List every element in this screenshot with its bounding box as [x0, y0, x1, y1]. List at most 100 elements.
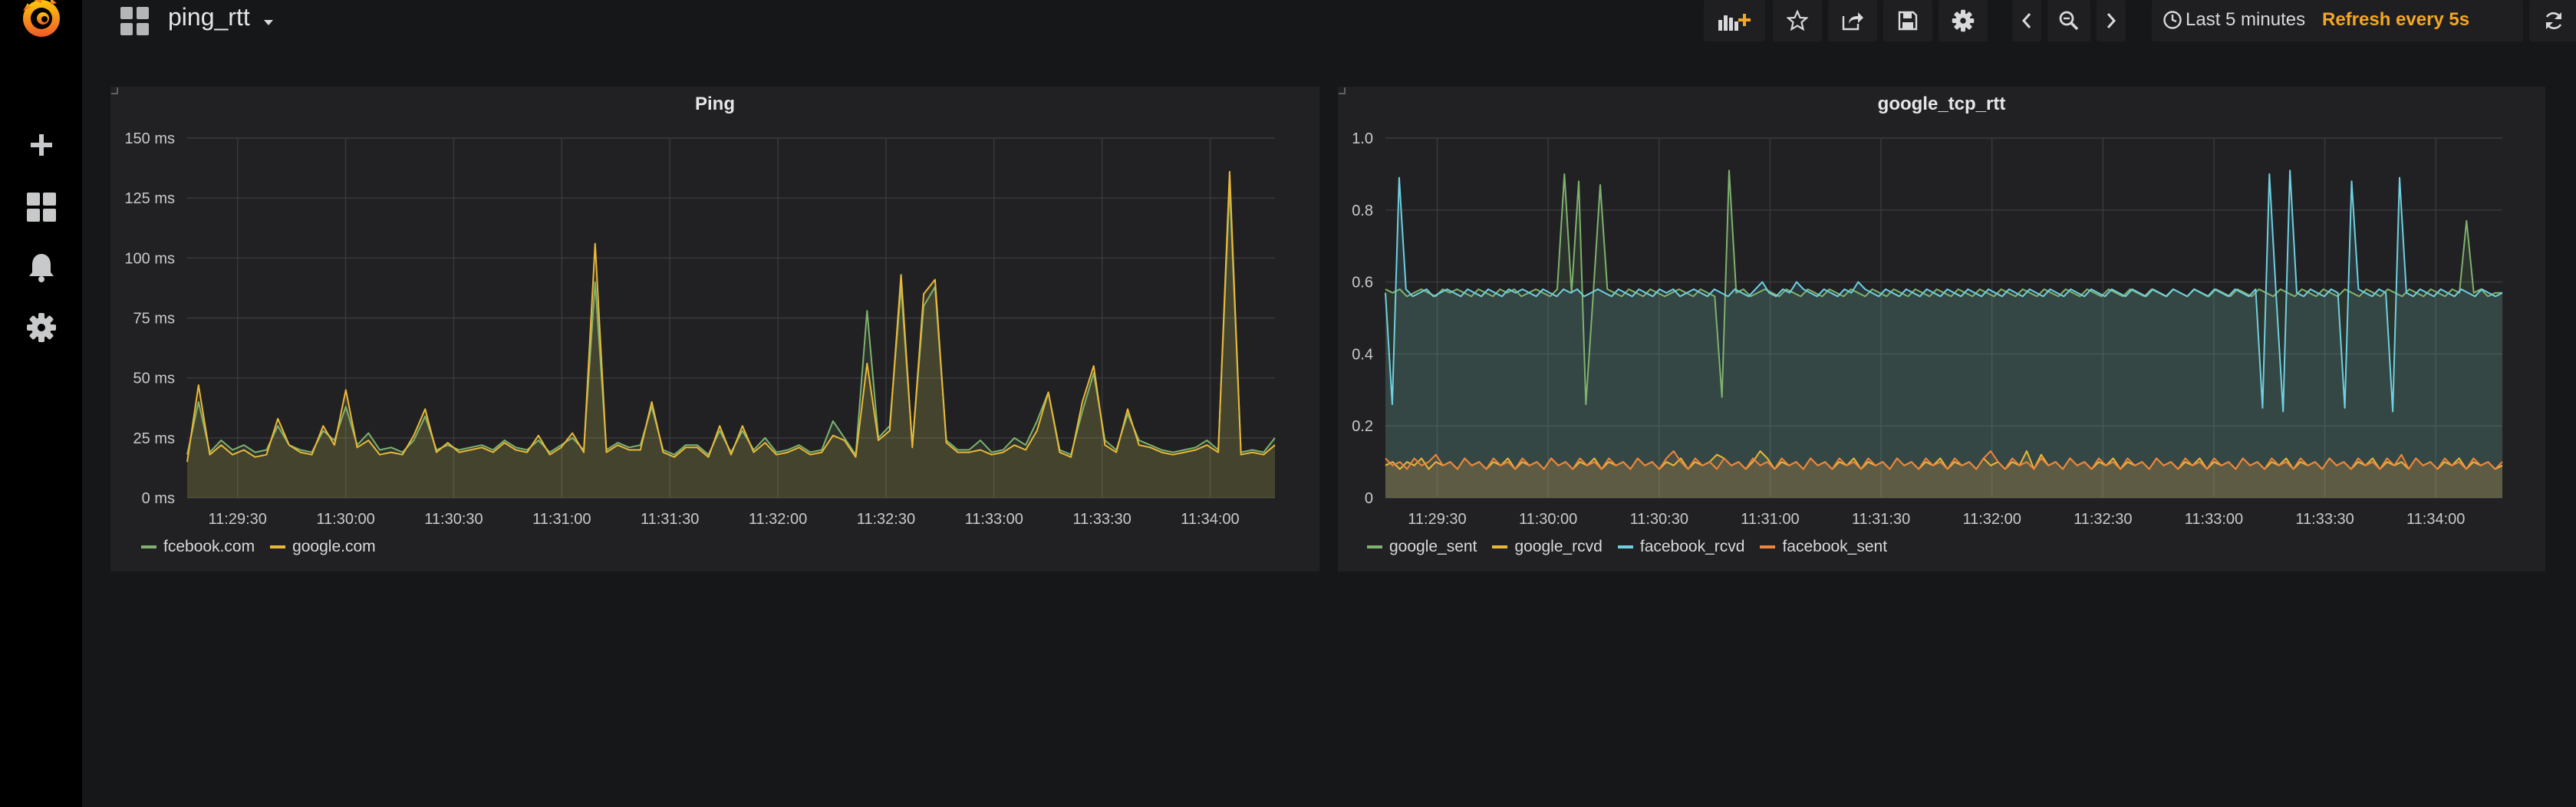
- panel-title[interactable]: Ping: [695, 94, 735, 114]
- legend-swatch: [1367, 545, 1382, 548]
- star-button[interactable]: [1773, 0, 1822, 41]
- legend-item[interactable]: google_sent: [1367, 538, 1477, 556]
- y-tick-label: 0.8: [1352, 203, 1373, 219]
- series-area-google_rcvd: [1385, 451, 2502, 498]
- add-panel-button[interactable]: [1704, 0, 1765, 41]
- series-line-fcebook.com: [186, 185, 1276, 456]
- chevron-left-icon: [2021, 13, 2031, 28]
- x-tick-label: 11:31:00: [532, 511, 591, 528]
- x-tick-label: 11:30:00: [1519, 511, 1577, 528]
- settings-button[interactable]: [1939, 0, 1988, 41]
- plus-icon[interactable]: [19, 123, 64, 167]
- y-tick-label: 0 ms: [142, 490, 175, 507]
- series-area-facebook_rcvd: [1385, 170, 2502, 498]
- legend-label: facebook_sent: [1782, 538, 1888, 555]
- dashboard-grid-icon[interactable]: [120, 7, 150, 40]
- add-panel-icon: [1718, 14, 1751, 31]
- clock-icon: [2163, 11, 2182, 29]
- time-range-label: Last 5 minutes: [2186, 9, 2306, 30]
- x-tick-label: 11:31:30: [641, 511, 699, 528]
- panel-google-tcp-rtt[interactable]: google_tcp_rtt 0 0.2 0.4 0.6 0.8 1.0 11:29:30 1…: [1338, 87, 2545, 571]
- x-tick-label: 11:33:30: [2295, 511, 2354, 528]
- navbar: ping_rtt: [82, 0, 2576, 43]
- zoom-out-icon: [2059, 11, 2079, 31]
- grafana-logo-icon[interactable]: [11, 0, 72, 54]
- x-tick-label: 11:32:30: [2074, 511, 2132, 528]
- y-tick-label: 0: [1365, 490, 1373, 507]
- y-tick-label: 0.2: [1352, 418, 1373, 435]
- y-tick-label: 150 ms: [124, 130, 175, 147]
- chevron-right-icon: [2107, 13, 2116, 28]
- save-icon: [1898, 11, 1918, 31]
- x-tick-label: 11:31:30: [1852, 511, 1910, 528]
- series-area-fcebook.com: [187, 186, 1275, 498]
- refresh-interval-label: Refresh every 5s: [2322, 9, 2470, 30]
- legend-swatch: [270, 545, 286, 548]
- share-button[interactable]: [1828, 0, 1877, 41]
- y-tick-label: 125 ms: [124, 190, 175, 207]
- series-line-google.com: [186, 170, 1276, 463]
- x-tick-label: 11:33:30: [1072, 511, 1131, 528]
- legend-swatch: [141, 545, 156, 548]
- x-tick-label: 11:30:30: [424, 511, 483, 528]
- x-tick-label: 11:29:30: [209, 511, 267, 528]
- x-tick-label: 11:30:00: [316, 511, 374, 528]
- series-line-facebook_sent: [1385, 450, 2503, 470]
- legend-label: google_rcvd: [1514, 538, 1603, 555]
- y-tick-label: 25 ms: [133, 430, 175, 447]
- share-icon: [1842, 12, 1863, 31]
- time-picker-button[interactable]: Last 5 minutes Refresh every 5s: [2152, 0, 2523, 41]
- tcp-rtt-chart[interactable]: 0 0.2 0.4 0.6 0.8 1.0 11:29:30 11:30:00 11:30:30…: [1338, 87, 2545, 571]
- resize-handle-icon[interactable]: [1338, 87, 1346, 94]
- side-menu: [0, 0, 82, 807]
- x-tick-label: 11:33:00: [2185, 511, 2243, 528]
- dashboards-icon[interactable]: [19, 185, 64, 229]
- cog-icon: [1952, 9, 1975, 32]
- x-tick-label: 11:29:30: [1408, 511, 1466, 528]
- panel-title[interactable]: google_tcp_rtt: [1877, 94, 2006, 114]
- x-tick-label: 11:32:00: [1962, 511, 2021, 528]
- x-tick-label: 11:32:30: [857, 511, 915, 528]
- legend-swatch: [1617, 545, 1633, 548]
- ping-chart[interactable]: 0 ms 25 ms 50 ms 75 ms 100 ms 125 ms 150 ms 11:…: [110, 87, 1319, 571]
- legend-swatch: [1492, 545, 1508, 548]
- y-tick-label: 50 ms: [133, 371, 175, 387]
- x-tick-label: 11:34:00: [2406, 511, 2465, 528]
- caret-down-icon[interactable]: [263, 17, 274, 31]
- y-tick-label: 1.0: [1352, 130, 1373, 147]
- x-tick-label: 11:31:00: [1741, 511, 1799, 528]
- legend-item[interactable]: google_rcvd: [1492, 538, 1603, 556]
- x-tick-label: 11:30:30: [1630, 511, 1688, 528]
- legend-label: google.com: [292, 538, 376, 555]
- y-tick-label: 0.4: [1352, 346, 1373, 363]
- legend-label: fcebook.com: [163, 538, 255, 555]
- star-icon: [1787, 10, 1808, 31]
- legend-item[interactable]: google.com: [270, 538, 376, 556]
- x-tick-label: 11:32:00: [749, 511, 807, 528]
- zoom-out-button[interactable]: [2047, 0, 2090, 41]
- legend-label: facebook_rcvd: [1639, 538, 1745, 555]
- refresh-button[interactable]: [2529, 0, 2576, 41]
- x-tick-label: 11:33:00: [965, 511, 1023, 528]
- y-tick-label: 75 ms: [133, 311, 175, 328]
- legend: fcebook.com google.com: [141, 538, 391, 556]
- y-tick-label: 100 ms: [124, 250, 175, 267]
- time-back-button[interactable]: [2012, 0, 2041, 41]
- series-area-google.com: [187, 171, 1275, 499]
- series-area-google_sent: [1385, 170, 2502, 498]
- resize-handle-icon[interactable]: [110, 87, 118, 94]
- legend-item[interactable]: facebook_rcvd: [1617, 538, 1745, 556]
- gear-icon[interactable]: [19, 305, 64, 350]
- legend-label: google_sent: [1389, 538, 1477, 555]
- legend-swatch: [1760, 545, 1776, 548]
- legend-item[interactable]: fcebook.com: [141, 538, 255, 556]
- dashboard-title[interactable]: ping_rtt: [168, 3, 250, 31]
- save-button[interactable]: [1883, 0, 1932, 41]
- bell-icon[interactable]: [19, 245, 64, 290]
- panel-ping[interactable]: Ping 0 ms 25 ms 50 ms 75 ms 100 ms 125 ms 150 …: [110, 87, 1319, 571]
- series-line-facebook_rcvd: [1385, 170, 2503, 413]
- time-forward-button[interactable]: [2097, 0, 2126, 41]
- x-tick-label: 11:34:00: [1181, 511, 1239, 528]
- legend: google_sent google_rcvd facebook_rcvd faceb…: [1367, 538, 1902, 556]
- legend-item[interactable]: facebook_sent: [1760, 538, 1887, 556]
